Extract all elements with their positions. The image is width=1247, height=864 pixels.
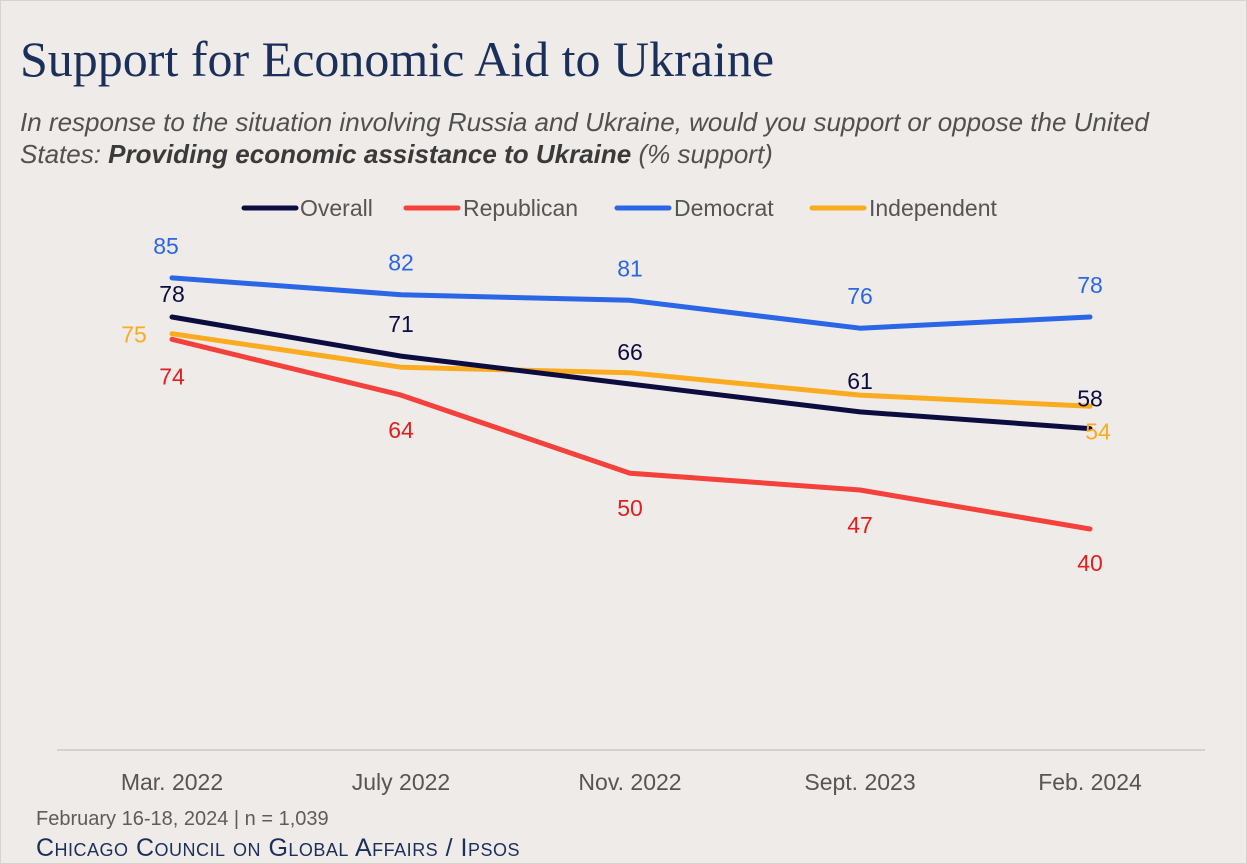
data-label-democrat-mar-2022: 85 [153,233,179,259]
data-label-republican-feb-2024: 40 [1077,550,1103,576]
series-line-overall [169,314,1093,432]
data-label-democrat-sept-2023: 76 [847,283,873,309]
legend-label-independent: Independent [869,195,998,221]
legend-label-overall: Overall [300,195,373,221]
data-label-independent-mar-2022: 75 [121,322,147,348]
data-label-republican-mar-2022: 74 [159,363,185,389]
survey-note: February 16-18, 2024 | n = 1,039 [36,808,329,830]
data-label-overall-feb-2024: 58 [1077,386,1103,412]
data-label-overall-july-2022: 71 [388,311,414,337]
data-label-republican-july-2022: 64 [388,417,414,443]
subtitle-text: In response to the situation involving R… [20,107,1149,169]
data-label-overall-sept-2023: 61 [847,368,873,394]
subtitle-emphasis: Providing economic assistance to Ukraine [108,139,632,169]
page-title: Support for Economic Aid to Ukraine [20,31,775,87]
data-label-overall-nov-2022: 66 [617,339,643,365]
data-label-democrat-july-2022: 82 [388,250,414,276]
data-label-republican-sept-2023: 47 [847,512,873,538]
subtitle-suffix: (% support) [631,139,773,169]
data-label-democrat-feb-2024: 78 [1077,272,1103,298]
x-tick-label-mar-2022: Mar. 2022 [121,769,223,795]
x-tick-label-sept-2023: Sept. 2023 [804,769,915,795]
series-line-independent [169,331,1093,409]
x-tick-label-nov-2022: Nov. 2022 [578,769,681,795]
x-tick-label-july-2022: July 2022 [352,769,450,795]
data-label-republican-nov-2022: 50 [617,495,643,521]
data-label-democrat-nov-2022: 81 [617,255,643,281]
source-credit: Chicago Council on Global Affairs / Ipso… [36,834,520,862]
chart-subtitle: In response to the situation involving R… [20,106,1220,170]
legend-label-democrat: Democrat [674,195,774,221]
data-label-overall-mar-2022: 78 [159,281,185,307]
x-tick-label-feb-2024: Feb. 2024 [1038,769,1142,795]
series-line-republican [169,336,1093,532]
data-label-independent-feb-2024: 54 [1085,418,1111,444]
series-line-democrat [169,275,1093,331]
legend-label-republican: Republican [463,195,578,221]
